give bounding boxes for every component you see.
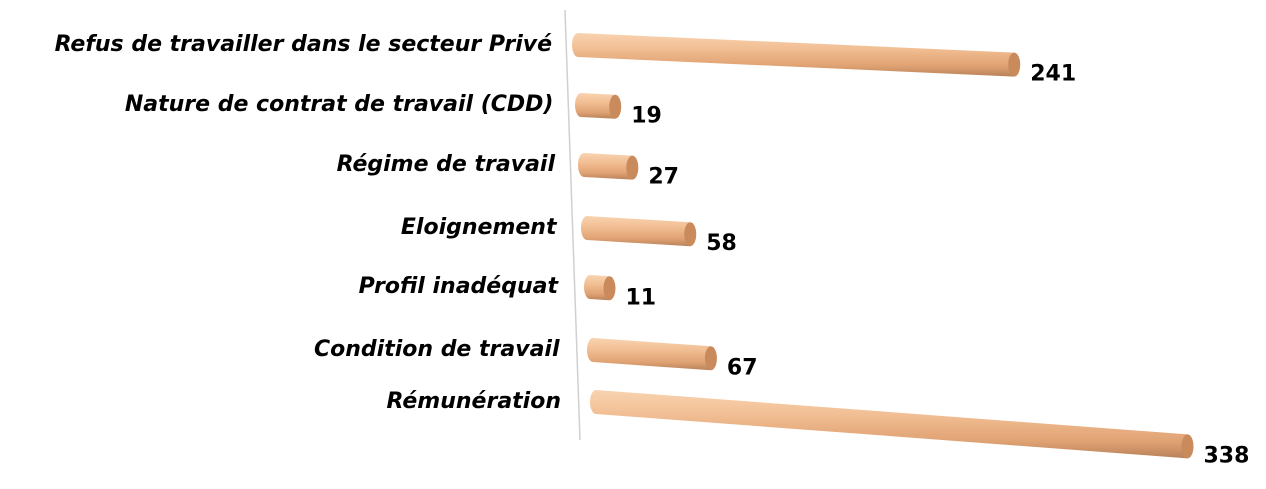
value-label: 338 xyxy=(1204,443,1250,468)
bar-cap xyxy=(626,155,639,180)
bar xyxy=(572,33,1015,77)
bar-cap xyxy=(1181,434,1194,459)
category-label: Condition de travail xyxy=(314,337,560,362)
bar xyxy=(575,93,616,119)
bar-cap xyxy=(1008,52,1021,77)
value-label: 11 xyxy=(625,285,656,310)
value-label: 19 xyxy=(631,104,662,129)
value-label: 58 xyxy=(706,231,737,256)
value-label: 67 xyxy=(727,355,758,380)
bar xyxy=(584,275,610,301)
bar xyxy=(590,390,1188,459)
category-label: Eloignement xyxy=(401,215,558,240)
value-label: 241 xyxy=(1030,62,1076,87)
category-label: Rémunération xyxy=(387,389,561,414)
value-label: 27 xyxy=(648,165,679,190)
bar-cap xyxy=(704,346,717,371)
bar-cap xyxy=(609,94,622,119)
bar xyxy=(578,153,633,180)
bar xyxy=(587,338,711,371)
category-label: Refus de travailler dans le secteur Priv… xyxy=(55,32,553,57)
axis-line xyxy=(564,9,581,441)
bar-cap xyxy=(684,222,697,247)
bar xyxy=(581,216,691,247)
category-label: Régime de travail xyxy=(337,152,556,177)
bar-cap xyxy=(603,276,616,301)
category-label: Nature de contrat de travail (CDD) xyxy=(125,92,554,117)
category-label: Profil inadéquat xyxy=(359,274,560,299)
